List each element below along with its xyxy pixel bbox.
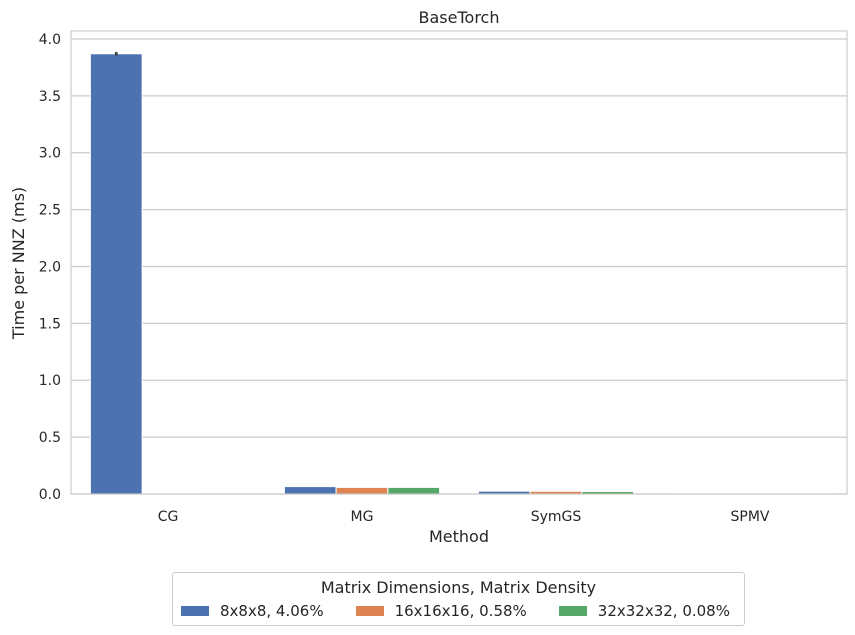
x-axis-label: Method [429,527,489,546]
y-tick-label: 3.5 [39,89,61,105]
legend: Matrix Dimensions, Matrix Density 8x8x8,… [172,572,745,626]
plot-frame [70,30,848,495]
x-tick-label: MG [351,509,374,525]
y-tick-label: 0.0 [39,487,61,503]
bars [89,52,829,495]
legend-item: 16x16x16, 0.58% [355,602,527,620]
legend-swatch [181,606,209,616]
y-tick-label: 4.0 [39,32,61,48]
legend-label: 16x16x16, 0.58% [394,602,527,620]
bar [283,486,337,495]
x-tick-label: SPMV [731,509,770,525]
y-axis-label: Time per NNZ (ms) [9,187,28,340]
legend-item: 8x8x8, 4.06% [181,602,324,620]
y-tick-label: 1.5 [39,316,61,332]
legend-swatch [355,606,384,616]
bar [387,486,441,495]
legend-swatch [558,606,587,616]
bar [89,53,143,495]
legend-label: 32x32x32, 0.08% [597,602,730,620]
y-tick-label: 2.5 [39,203,61,219]
legend-label: 8x8x8, 4.06% [220,602,324,620]
legend-items: 8x8x8, 4.06% 16x16x16, 0.58% 32x32x32, 0.0… [181,602,730,620]
legend-title: Matrix Dimensions, Matrix Density [320,578,597,597]
y-gridlines [71,38,847,495]
y-tick-labels: 0.0 0.5 1.0 1.5 2.0 2.5 3.0 3.5 4.0 [39,32,61,503]
x-tick-label: CG [158,509,179,525]
chart-title: BaseTorch [419,8,500,27]
x-tick-label: SymGS [531,509,582,525]
legend-item: 32x32x32, 0.08% [558,602,730,620]
y-tick-label: 1.0 [39,373,61,389]
y-tick-label: 2.0 [39,259,61,275]
bar [335,486,389,495]
x-tick-labels: CG MG SymGS SPMV [158,509,770,525]
y-tick-label: 3.0 [39,146,61,162]
y-tick-label: 0.5 [39,430,61,446]
